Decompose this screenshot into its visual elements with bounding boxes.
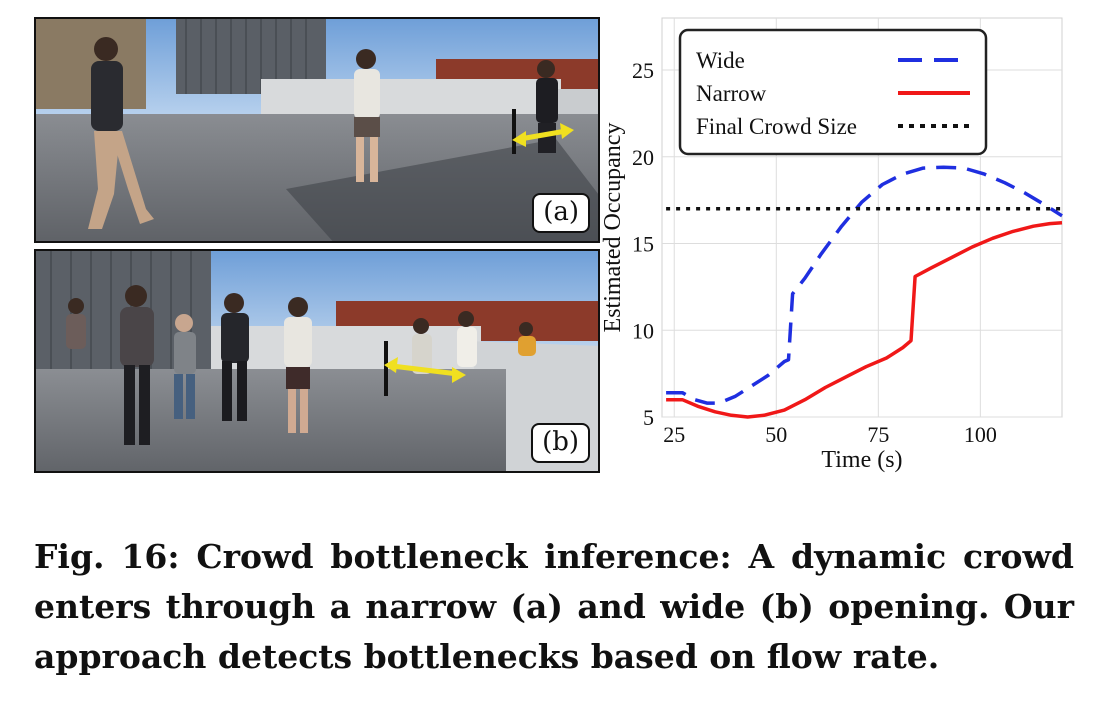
x-tick-label: 50	[765, 422, 787, 447]
figure-caption: Fig. 16: Crowd bottleneck inference: A d…	[34, 532, 1074, 682]
x-tick-label: 100	[964, 422, 997, 447]
chart-legend: Wide Narrow Final Crowd Size	[678, 28, 988, 156]
chart-axes: 25 50 75 100 5 10 15 20 25	[632, 58, 997, 447]
y-tick-label: 20	[632, 145, 654, 170]
panel-label-b: (b)	[531, 423, 590, 463]
photo-panel-a: (a)	[34, 17, 600, 243]
caption-prefix: Fig. 16:	[34, 537, 180, 576]
y-tick-label: 25	[632, 58, 654, 83]
legend-label: Final Crowd Size	[696, 114, 857, 139]
legend-label: Wide	[696, 48, 745, 73]
photo-panel-b: (b)	[34, 249, 600, 473]
series-line-wide	[666, 165, 1063, 405]
photo-a-scene	[36, 19, 598, 241]
occupancy-chart: 25 50 75 100 5 10 15 20 25 Wide Narrow Final Crowd…	[600, 17, 1063, 473]
y-tick-label: 5	[643, 405, 654, 430]
chart-series	[666, 165, 1063, 419]
y-tick-label: 10	[632, 318, 654, 343]
y-axis-title: Estimated Occupancy	[600, 123, 626, 333]
y-tick-label: 15	[632, 232, 654, 257]
x-tick-label: 25	[663, 422, 685, 447]
x-axis-title: Time (s)	[821, 447, 902, 473]
x-tick-label: 75	[867, 422, 889, 447]
series-line-narrow	[666, 220, 1063, 419]
panel-label-a: (a)	[532, 193, 590, 233]
caption-text: Crowd bottleneck inference: A dynamic cr…	[34, 537, 1074, 676]
legend-label: Narrow	[696, 81, 767, 106]
photo-b-scene	[36, 251, 598, 471]
